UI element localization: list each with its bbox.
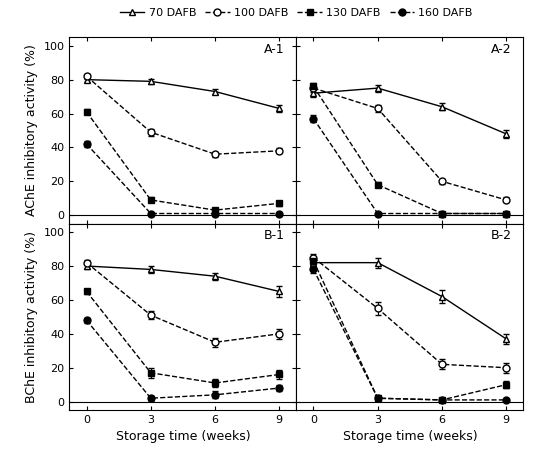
- Text: B-1: B-1: [264, 229, 285, 242]
- Text: A-1: A-1: [264, 43, 285, 56]
- Y-axis label: BChE inhibitory activity (%): BChE inhibitory activity (%): [25, 231, 38, 403]
- Text: A-2: A-2: [491, 43, 512, 56]
- Text: B-2: B-2: [491, 229, 512, 242]
- Legend: 70 DAFB, 100 DAFB, 130 DAFB, 160 DAFB: 70 DAFB, 100 DAFB, 130 DAFB, 160 DAFB: [120, 8, 473, 18]
- X-axis label: Storage time (weeks): Storage time (weeks): [342, 431, 477, 444]
- Y-axis label: AChE inhibitory activity (%): AChE inhibitory activity (%): [25, 45, 38, 216]
- X-axis label: Storage time (weeks): Storage time (weeks): [115, 431, 250, 444]
